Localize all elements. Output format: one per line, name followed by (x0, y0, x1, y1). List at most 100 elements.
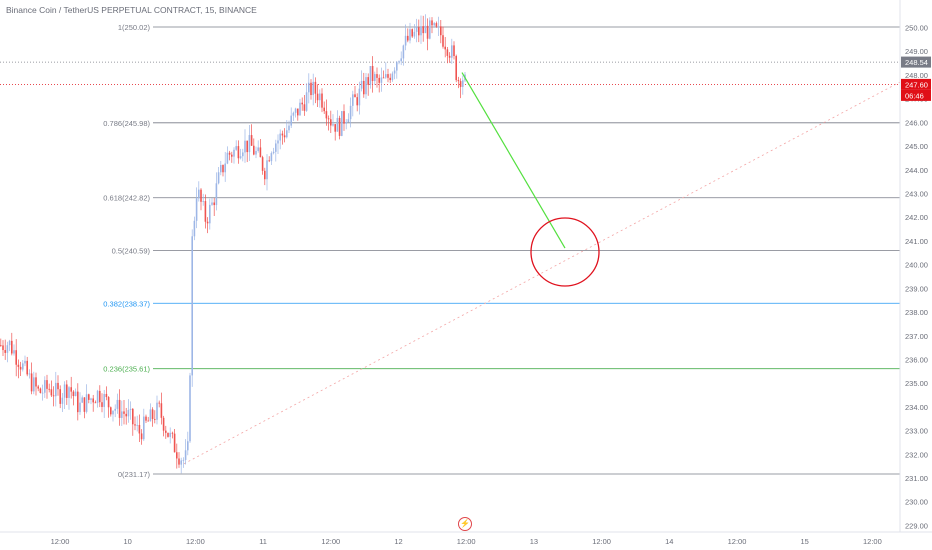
candle-body (270, 153, 273, 162)
projection-arrow-line (461, 72, 566, 249)
candle-body (462, 80, 464, 87)
candle-body (413, 31, 416, 37)
candle-body (66, 384, 68, 398)
candle-body (165, 430, 167, 433)
candle-body (429, 20, 431, 39)
candle-body (167, 432, 169, 437)
candle-body (81, 397, 83, 403)
price-tick-label: 239.00 (905, 284, 928, 293)
candle-body (367, 77, 369, 85)
candle-body (272, 151, 275, 154)
fib-label-0: 1(250.02) (118, 23, 151, 32)
candle-body (266, 160, 268, 180)
candle-body (90, 398, 92, 400)
price-tick-label: 243.00 (905, 189, 928, 198)
candle-body (235, 146, 237, 150)
candle-body (79, 402, 81, 413)
candle-body (50, 389, 53, 396)
candle-body (154, 418, 156, 420)
lightning-bolt-icon[interactable]: ⚡ (458, 517, 472, 531)
fib-label-1: 0.786(245.98) (103, 119, 150, 128)
time-tick-label: 14 (665, 537, 673, 546)
candle-body (290, 115, 292, 126)
candle-body (145, 416, 147, 421)
candle-body (277, 140, 279, 144)
candle-body (437, 26, 440, 28)
candle-body (356, 97, 358, 106)
candle-body (363, 80, 365, 95)
candle-body (253, 145, 255, 155)
countdown-tag: 06:46 (905, 91, 924, 100)
candle-body (39, 388, 42, 393)
candle-body (286, 130, 288, 138)
candle-body (96, 390, 99, 403)
price-tag: 247.60 (905, 80, 928, 89)
candle-body (440, 26, 442, 36)
candle-body (358, 88, 361, 106)
time-tick-label: 15 (801, 537, 809, 546)
candle-body (99, 390, 101, 403)
candle-body (0, 345, 2, 347)
candle-body (162, 417, 165, 431)
candle-body (85, 394, 88, 412)
time-tick-label: 12:00 (51, 537, 70, 546)
price-tick-label: 233.00 (905, 427, 928, 436)
candle-body (176, 452, 178, 459)
candle-body (63, 384, 66, 398)
candle-body (261, 157, 264, 171)
candle-body (352, 94, 354, 106)
candle-body (308, 82, 310, 93)
candle-body (264, 170, 266, 180)
candle-body (209, 204, 211, 224)
candle-body (283, 135, 286, 138)
candle-body (59, 389, 61, 404)
trend-dotted-line (183, 81, 901, 465)
candle-body (354, 94, 356, 98)
candle-body (195, 198, 198, 221)
candle-body (94, 402, 97, 404)
candle-body (140, 433, 143, 440)
candle-body (123, 411, 125, 414)
price-tick-label: 231.00 (905, 474, 928, 483)
candle-body (325, 111, 328, 119)
candle-body (92, 398, 94, 403)
candle-body (211, 202, 213, 205)
candle-body (297, 108, 299, 116)
candle-body (178, 458, 180, 465)
candle-body (17, 364, 20, 367)
candle-body (171, 432, 174, 434)
candle-body (149, 409, 152, 422)
candle-body (294, 108, 297, 113)
candle-body (341, 111, 343, 136)
candle-body (189, 375, 191, 442)
candle-body (222, 165, 224, 173)
candle-body (202, 201, 204, 202)
candle-body (127, 409, 130, 417)
candle-body (52, 395, 55, 397)
candle-body (112, 410, 114, 415)
candle-body (55, 382, 57, 397)
candle-body (22, 363, 24, 370)
time-tick-label: 13 (530, 537, 538, 546)
time-tick-label: 12 (394, 537, 402, 546)
candle-body (433, 23, 435, 26)
candle-body (231, 154, 233, 157)
candle-body (237, 146, 240, 159)
candle-body (125, 413, 127, 417)
candle-body (4, 350, 6, 353)
candle-body (33, 377, 35, 392)
candle-body (305, 92, 308, 111)
time-tick-label: 12:00 (321, 537, 340, 546)
candle-body (268, 160, 270, 162)
candle-body (299, 102, 301, 116)
candle-body (409, 29, 411, 41)
candle-body (349, 105, 352, 120)
candle-body (74, 391, 77, 397)
candle-body (319, 93, 321, 101)
price-tick-label: 234.00 (905, 403, 928, 412)
candle-body (156, 402, 158, 420)
candle-body (2, 345, 4, 351)
price-tick-label: 240.00 (905, 261, 928, 270)
candle-body (204, 201, 207, 222)
